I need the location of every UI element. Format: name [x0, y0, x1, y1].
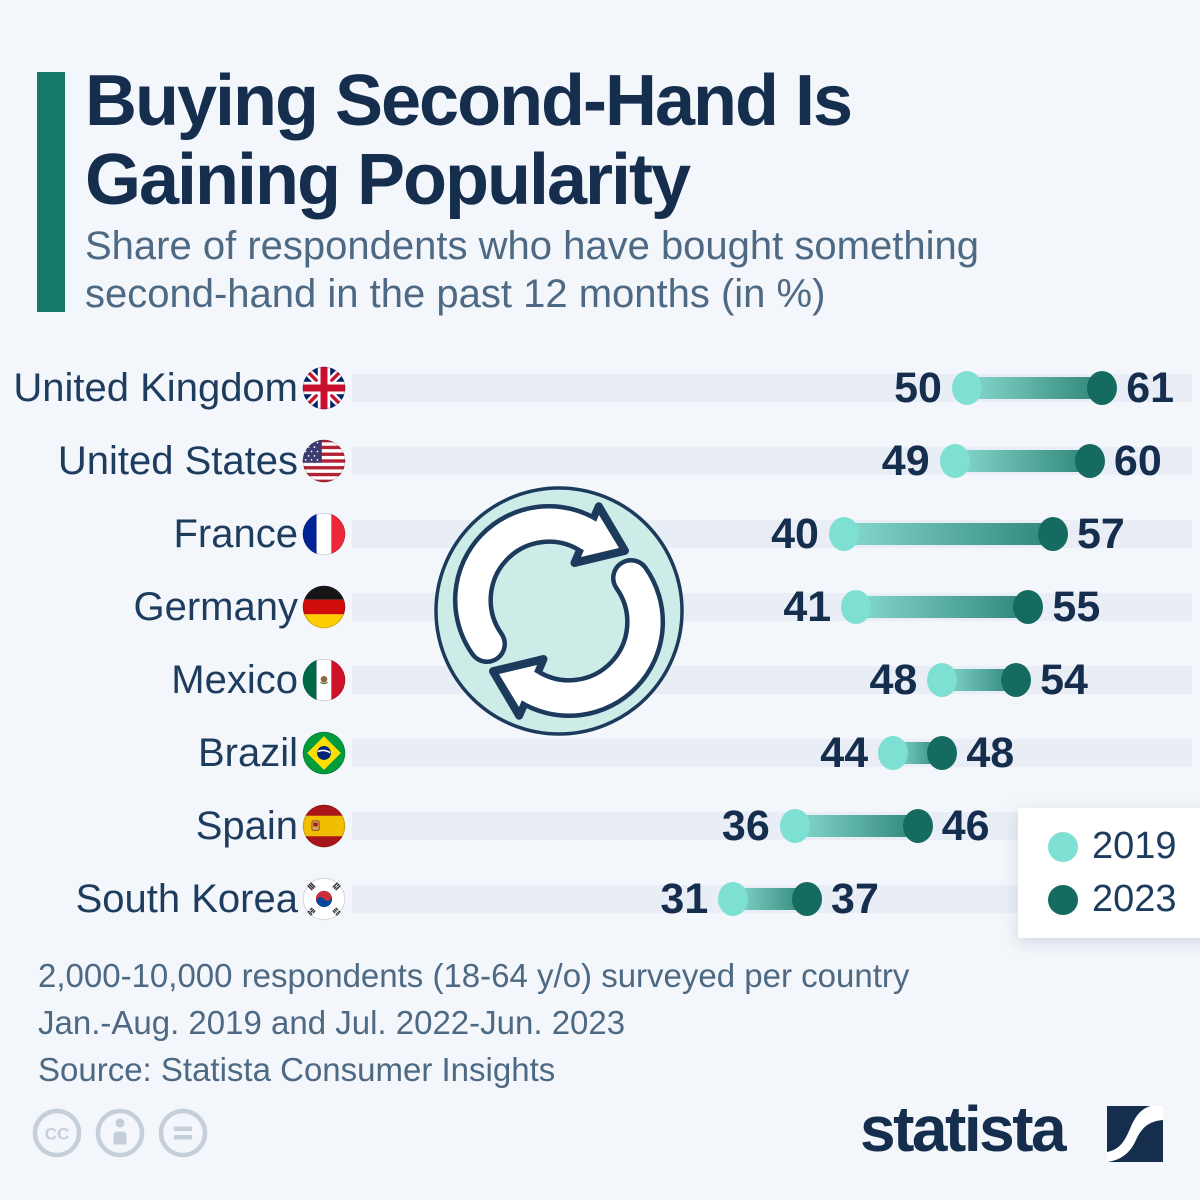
value-2019: 31 [660, 875, 709, 923]
statista-logo-icon [1107, 1106, 1163, 1167]
legend-item-2023: 2023 [1048, 878, 1200, 921]
value-2023: 60 [1113, 437, 1162, 485]
recycle-icon [430, 482, 688, 745]
source-note: Source: Statista Consumer Insights [38, 1051, 556, 1088]
page-title: Buying Second-Hand Is Gaining Popularity [85, 61, 853, 220]
dumbbell-connector [856, 596, 1029, 618]
dot-2019 [718, 882, 749, 916]
dumbbell-connector [794, 815, 918, 837]
dot-2019 [878, 736, 909, 770]
dot-2019 [951, 371, 982, 405]
page-subtitle: Share of respondents who have bought som… [85, 224, 979, 316]
flag-icon-kr [302, 877, 346, 921]
title-line-2: Gaining Popularity [85, 140, 691, 220]
flag-icon-fr [302, 512, 346, 556]
dumbbell-connector [843, 523, 1053, 545]
value-2019: 41 [783, 583, 832, 631]
dot-2023 [1038, 517, 1069, 551]
row-track [352, 739, 1192, 767]
flag-icon-br [302, 731, 346, 775]
footer-notes: 2,000-10,000 respondents (18-64 y/o) sur… [38, 952, 909, 1093]
flag-icon-us [302, 439, 346, 483]
legend-2023-label: 2023 [1092, 878, 1177, 920]
dot-2023 [902, 809, 933, 843]
title-accent-bar [37, 72, 65, 312]
survey-note-line1: 2,000-10,000 respondents (18-64 y/o) sur… [38, 957, 910, 994]
dumbbell-connector [954, 450, 1090, 472]
value-2019: 49 [881, 437, 930, 485]
country-label: Mexico [171, 658, 298, 702]
dot-2019 [828, 517, 859, 551]
value-2023: 54 [1040, 656, 1088, 704]
country-label: Brazil [197, 731, 298, 775]
dumbbell-connector [942, 669, 1017, 691]
title-line-1: Buying Second-Hand Is [85, 61, 853, 141]
dot-2019 [939, 444, 970, 478]
dot-2023 [1001, 663, 1032, 697]
dumbbell-connector [966, 377, 1103, 399]
flag-icon-es [302, 804, 346, 848]
legend-2019-label: 2019 [1092, 825, 1177, 867]
legend-item-2019: 2019 [1048, 825, 1200, 868]
cc-license-icons: CC [32, 1108, 208, 1163]
value-2019: 48 [869, 656, 918, 704]
cc-by-icon [95, 1108, 145, 1163]
dot-2023 [1074, 444, 1105, 478]
value-2023: 46 [941, 802, 990, 850]
dot-2023 [927, 736, 958, 770]
country-label: United States [57, 439, 298, 483]
flag-icon-mx [302, 658, 346, 702]
cc-nd-icon [158, 1108, 208, 1163]
value-2023: 57 [1077, 510, 1125, 558]
chart-legend: 2019 2023 [1018, 808, 1200, 938]
country-label: France [173, 512, 299, 556]
dot-2019 [841, 590, 872, 624]
dot-2023 [792, 882, 823, 916]
dumbbell-connector [733, 888, 808, 910]
value-2019: 44 [820, 729, 869, 777]
dot-2019 [927, 663, 958, 697]
country-label: United Kingdom [13, 366, 298, 410]
flag-icon-gb [302, 366, 346, 410]
country-label: Spain [195, 804, 298, 848]
statista-logo-text: statista [860, 1093, 1067, 1165]
value-2023: 61 [1126, 364, 1175, 412]
value-2023: 55 [1052, 583, 1101, 631]
country-label: Germany [133, 585, 299, 629]
svg-text:CC: CC [45, 1125, 70, 1144]
survey-note-line2: Jan.-Aug. 2019 and Jul. 2022-Jun. 2023 [38, 1004, 626, 1041]
value-2019: 50 [894, 364, 942, 412]
value-2019: 40 [771, 510, 819, 558]
dot-2023 [1013, 590, 1044, 624]
value-2023: 37 [831, 875, 879, 923]
value-2023: 48 [966, 729, 1015, 777]
value-2019: 36 [721, 802, 770, 850]
dot-2019 [779, 809, 810, 843]
country-label: South Korea [75, 877, 298, 921]
dot-2023 [1087, 371, 1118, 405]
legend-2019-dot-icon [1048, 831, 1078, 862]
legend-2023-dot-icon [1048, 884, 1078, 915]
flag-icon-de [302, 585, 346, 629]
cc-icon: CC [32, 1108, 82, 1163]
